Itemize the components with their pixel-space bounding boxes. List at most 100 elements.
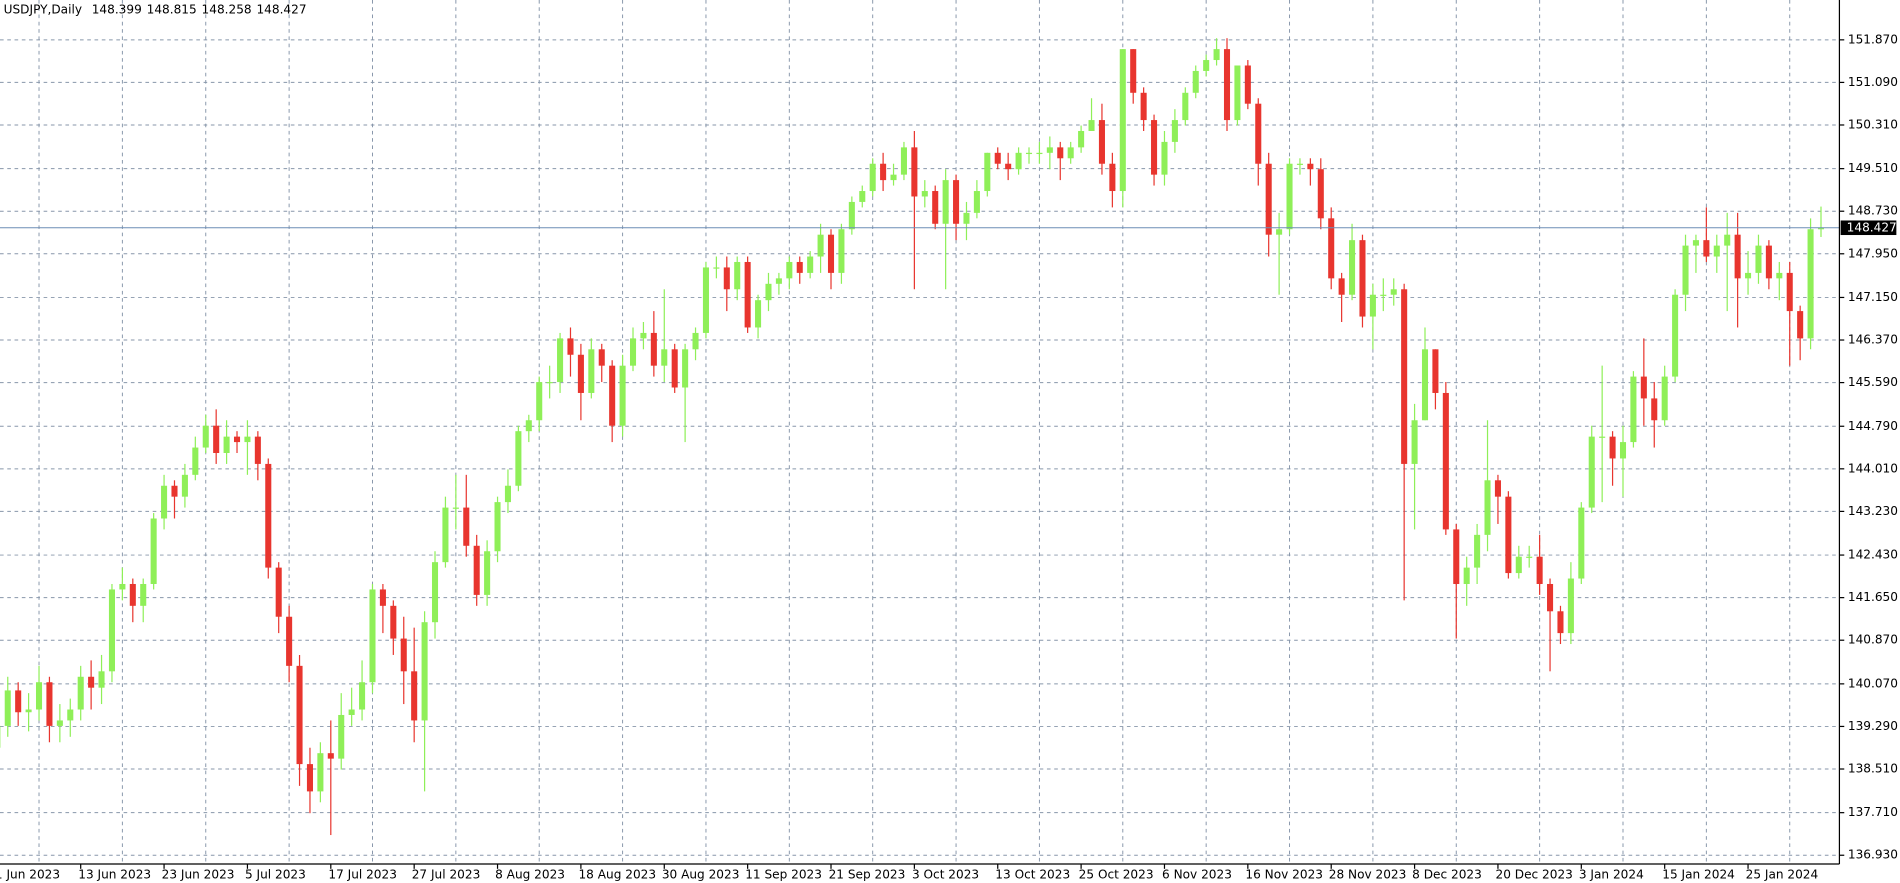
candle-body	[1474, 534, 1481, 568]
y-tick-label: 148.730	[1848, 204, 1898, 218]
candle-body	[1703, 240, 1710, 257]
candle-body	[411, 671, 418, 721]
candle-body	[1369, 294, 1376, 317]
candle-body	[713, 267, 720, 269]
candle-body	[932, 191, 939, 224]
y-tick-label: 144.790	[1848, 419, 1898, 433]
candle-body	[181, 474, 188, 497]
y-tick-label: 136.930	[1848, 848, 1898, 862]
candle-body	[1484, 480, 1491, 535]
candle-body	[1661, 376, 1668, 421]
x-tick-label: 13 Oct 2023	[995, 867, 1070, 881]
x-tick-label: 13 Jun 2023	[78, 867, 151, 881]
candle-body	[431, 562, 439, 623]
candle-body	[963, 212, 970, 224]
candle-body	[1557, 611, 1564, 634]
candle-body	[536, 382, 543, 421]
candle-body	[379, 589, 386, 606]
candle-body	[1401, 289, 1408, 464]
candle-body	[515, 431, 522, 486]
candle-body	[1119, 49, 1126, 192]
candle-body	[1547, 583, 1554, 612]
candle-body	[1067, 147, 1074, 159]
candle-body	[1161, 141, 1168, 175]
candle-body	[1619, 442, 1627, 459]
x-tick-label: 8 Dec 2023	[1412, 867, 1482, 881]
candle-body	[921, 191, 928, 197]
candle-body	[1349, 240, 1356, 295]
candle-body	[119, 583, 126, 590]
candle-body	[671, 349, 678, 388]
candle-body	[202, 425, 209, 448]
candle-body	[306, 764, 313, 792]
candle-body	[755, 300, 762, 328]
candle-body	[1599, 436, 1606, 438]
candle-body	[650, 332, 657, 366]
candle-body	[588, 349, 595, 393]
candle-body	[1765, 245, 1772, 279]
candle-body	[953, 180, 960, 224]
candle-body	[400, 638, 407, 672]
candle-body	[1651, 398, 1658, 421]
quote-open: 148.399	[92, 2, 142, 16]
x-tick-label: 17 Jul 2023	[328, 867, 397, 881]
candle-body	[192, 447, 199, 475]
chart-title: USDJPY,Daily	[4, 2, 82, 16]
price-label-box	[1840, 220, 1897, 236]
candle-body	[88, 676, 95, 688]
x-tick-label: 25 Oct 2023	[1079, 867, 1154, 881]
candle-body	[1296, 163, 1303, 165]
candle-body	[1151, 120, 1158, 175]
candle-body	[1411, 420, 1418, 464]
candle-body	[619, 365, 626, 426]
candle-body	[504, 485, 511, 503]
candle-body	[1244, 65, 1251, 104]
candle-body	[1630, 376, 1637, 443]
x-tick-label: 20 Dec 2023	[1496, 867, 1573, 881]
y-tick-label: 140.070	[1848, 676, 1898, 690]
candle-body	[484, 551, 491, 595]
candle-body	[46, 682, 53, 726]
candle-body	[1213, 49, 1220, 61]
candle-body	[827, 234, 835, 273]
candle-body	[1338, 278, 1345, 295]
candle-body	[1515, 556, 1522, 574]
candle-body	[1786, 272, 1793, 312]
x-tick-label: 27 Jul 2023	[412, 867, 481, 881]
candle-body	[359, 682, 366, 710]
candle-body	[98, 671, 105, 688]
candle-body	[796, 261, 803, 273]
candle-body	[1672, 294, 1679, 377]
candle-body	[338, 714, 345, 759]
candle-body	[35, 682, 43, 710]
candle-body	[1578, 507, 1585, 579]
candle-body	[473, 545, 480, 595]
candle-body	[734, 261, 741, 290]
candle-body	[254, 436, 261, 464]
candle-body	[744, 261, 751, 328]
candle-body	[1223, 49, 1231, 121]
candle-body	[1234, 65, 1241, 121]
x-tick-label: 18 Aug 2023	[578, 867, 656, 881]
candle-body	[1745, 272, 1752, 279]
x-tick-label: 1 Jun 2023	[0, 867, 60, 881]
y-tick-label: 150.310	[1848, 117, 1898, 131]
candle-body	[557, 338, 564, 383]
candle-body	[1817, 227, 1825, 230]
y-tick-label: 145.590	[1848, 375, 1898, 389]
candle-body	[1005, 163, 1012, 170]
candle-body	[817, 234, 824, 257]
candle-body	[1140, 92, 1147, 121]
candle-body	[1255, 103, 1262, 164]
candle-body	[848, 201, 855, 230]
candle-body	[1734, 234, 1741, 279]
candle-body	[765, 283, 772, 301]
candle-body	[984, 152, 991, 192]
y-tick-label: 151.090	[1848, 75, 1898, 89]
x-tick-label: 23 Jun 2023	[162, 867, 235, 881]
candle-body	[692, 332, 699, 350]
candle-body	[161, 485, 168, 519]
candle-body	[1307, 163, 1314, 170]
candle-body	[859, 191, 866, 202]
